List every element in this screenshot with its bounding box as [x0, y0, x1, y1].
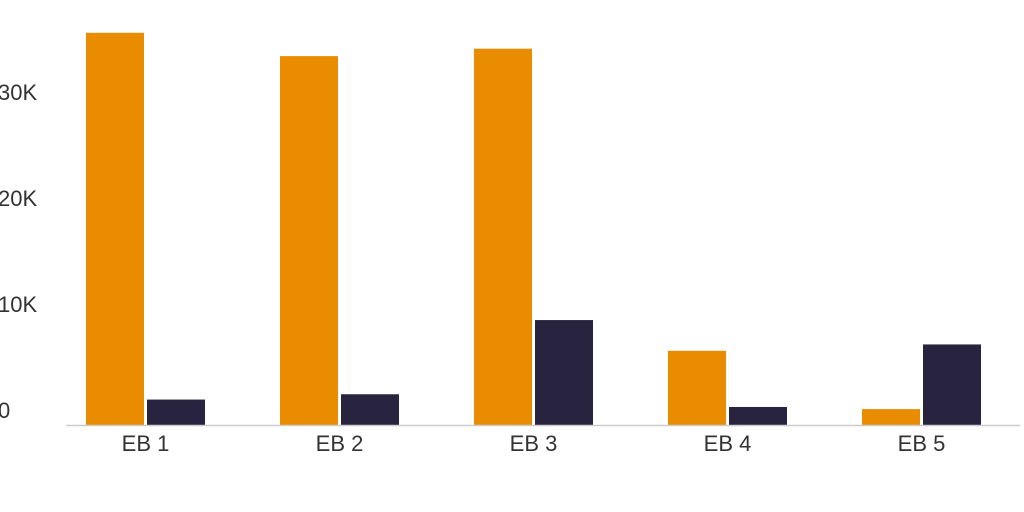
y-axis-ticks: 010K20K30K40K — [0, 80, 37, 423]
bar-eb1-series-1 — [86, 32, 144, 426]
bar-eb2-series-2 — [341, 394, 399, 425]
bar-eb3-series-1 — [474, 48, 532, 425]
bar-eb4-series-2 — [729, 406, 787, 425]
x-tick-label: EB 2 — [316, 431, 364, 456]
bar-eb5-series-2 — [923, 344, 981, 425]
bar-eb4-series-1 — [668, 350, 726, 425]
x-tick-label: EB 3 — [510, 431, 558, 456]
bar-eb1-series-2 — [147, 399, 205, 425]
y-tick-label: 20K — [0, 186, 37, 211]
y-tick-label: 30K — [0, 80, 37, 105]
x-tick-label: EB 4 — [704, 431, 752, 456]
bar-eb2-series-1 — [280, 56, 338, 426]
bars-group — [86, 32, 981, 426]
bar-eb3-series-2 — [535, 320, 593, 425]
x-axis-ticks: EB 1 EB 2 EB 3 EB 4 EB 5 — [122, 431, 946, 456]
bar-eb5-series-1 — [862, 409, 920, 425]
x-tick-label: EB 5 — [898, 431, 946, 456]
x-tick-label: EB 1 — [122, 431, 170, 456]
y-tick-label: 0 — [0, 398, 10, 423]
y-tick-label: 10K — [0, 292, 37, 317]
